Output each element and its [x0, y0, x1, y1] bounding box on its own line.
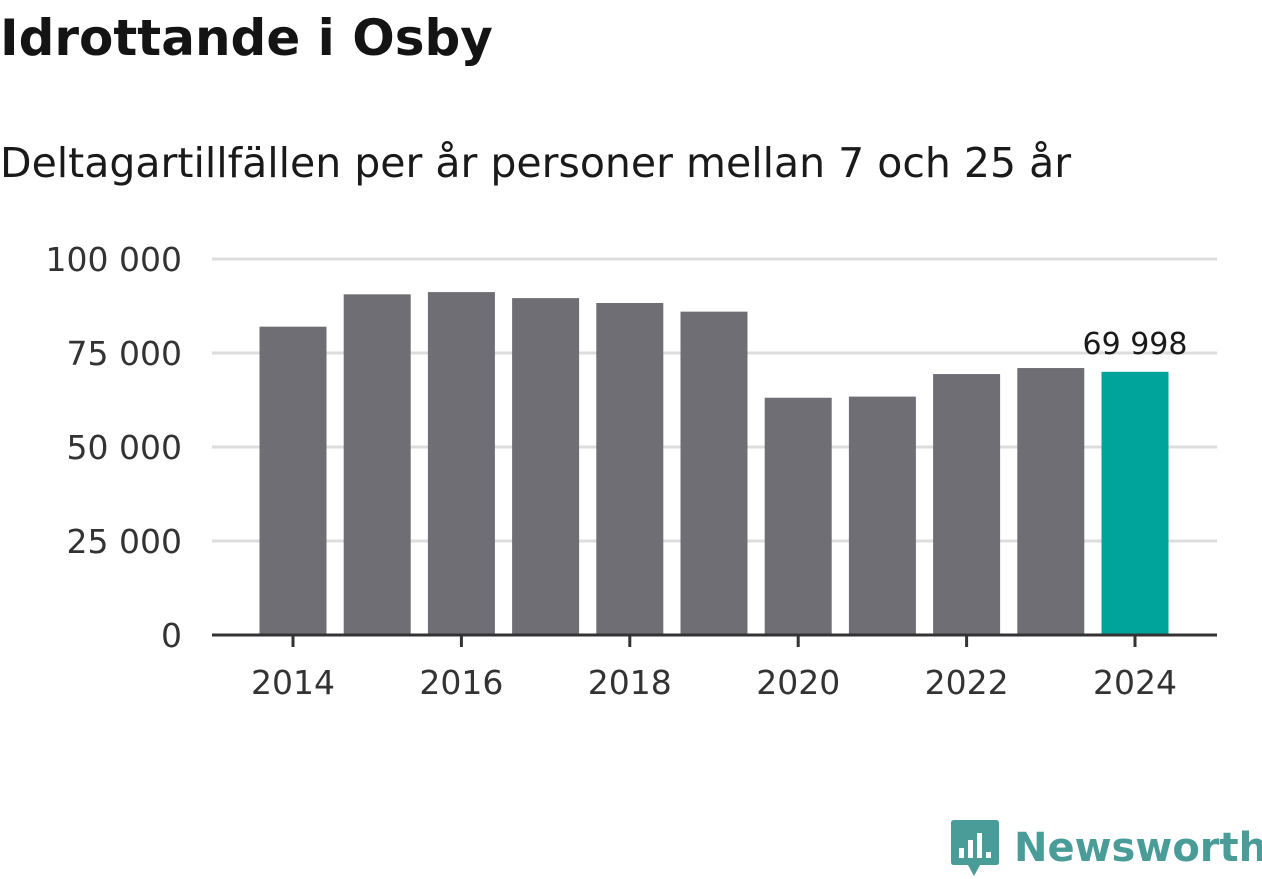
x-tick-label: 2020 [756, 663, 840, 702]
y-tick-label: 25 000 [67, 522, 182, 561]
chart-title: Idrottande i Osby [0, 9, 493, 67]
x-tick-label: 2014 [251, 663, 335, 702]
data-labels: 69 998 [1083, 327, 1188, 362]
brand-name: Newsworthy [1014, 825, 1262, 871]
x-tick-label: 2018 [588, 663, 672, 702]
y-tick-label: 0 [161, 616, 182, 655]
y-tick-label: 50 000 [67, 428, 182, 467]
x-axis-ticks: 2014 2016 2018 2020 2022 2024 [251, 635, 1177, 702]
bar-2020 [764, 397, 832, 635]
bar-2024 [1101, 371, 1169, 635]
bar-2021 [848, 396, 916, 635]
bar-2015 [343, 294, 411, 635]
chart-subtitle: Deltagartillfällen per år personer mella… [0, 139, 1072, 187]
y-tick-label: 100 000 [46, 240, 182, 279]
bars [259, 292, 1169, 635]
bar-2014 [259, 326, 327, 635]
bar-2018 [596, 302, 664, 635]
newsworthy-logo-icon [951, 820, 999, 876]
data-label-2024: 69 998 [1083, 327, 1188, 362]
bar-2016 [427, 292, 495, 635]
brand-logo: Newsworthy [950, 818, 1262, 878]
bar-2022 [933, 374, 1001, 635]
x-tick-label: 2022 [925, 663, 1009, 702]
bar-2019 [680, 311, 748, 635]
y-axis-ticks: 0 25 000 50 000 75 000 100 000 [46, 240, 182, 655]
x-tick-label: 2016 [419, 663, 503, 702]
bar-2017 [512, 298, 580, 635]
y-tick-label: 75 000 [67, 334, 182, 373]
bar-2023 [1017, 368, 1085, 635]
x-tick-label: 2024 [1093, 663, 1177, 702]
